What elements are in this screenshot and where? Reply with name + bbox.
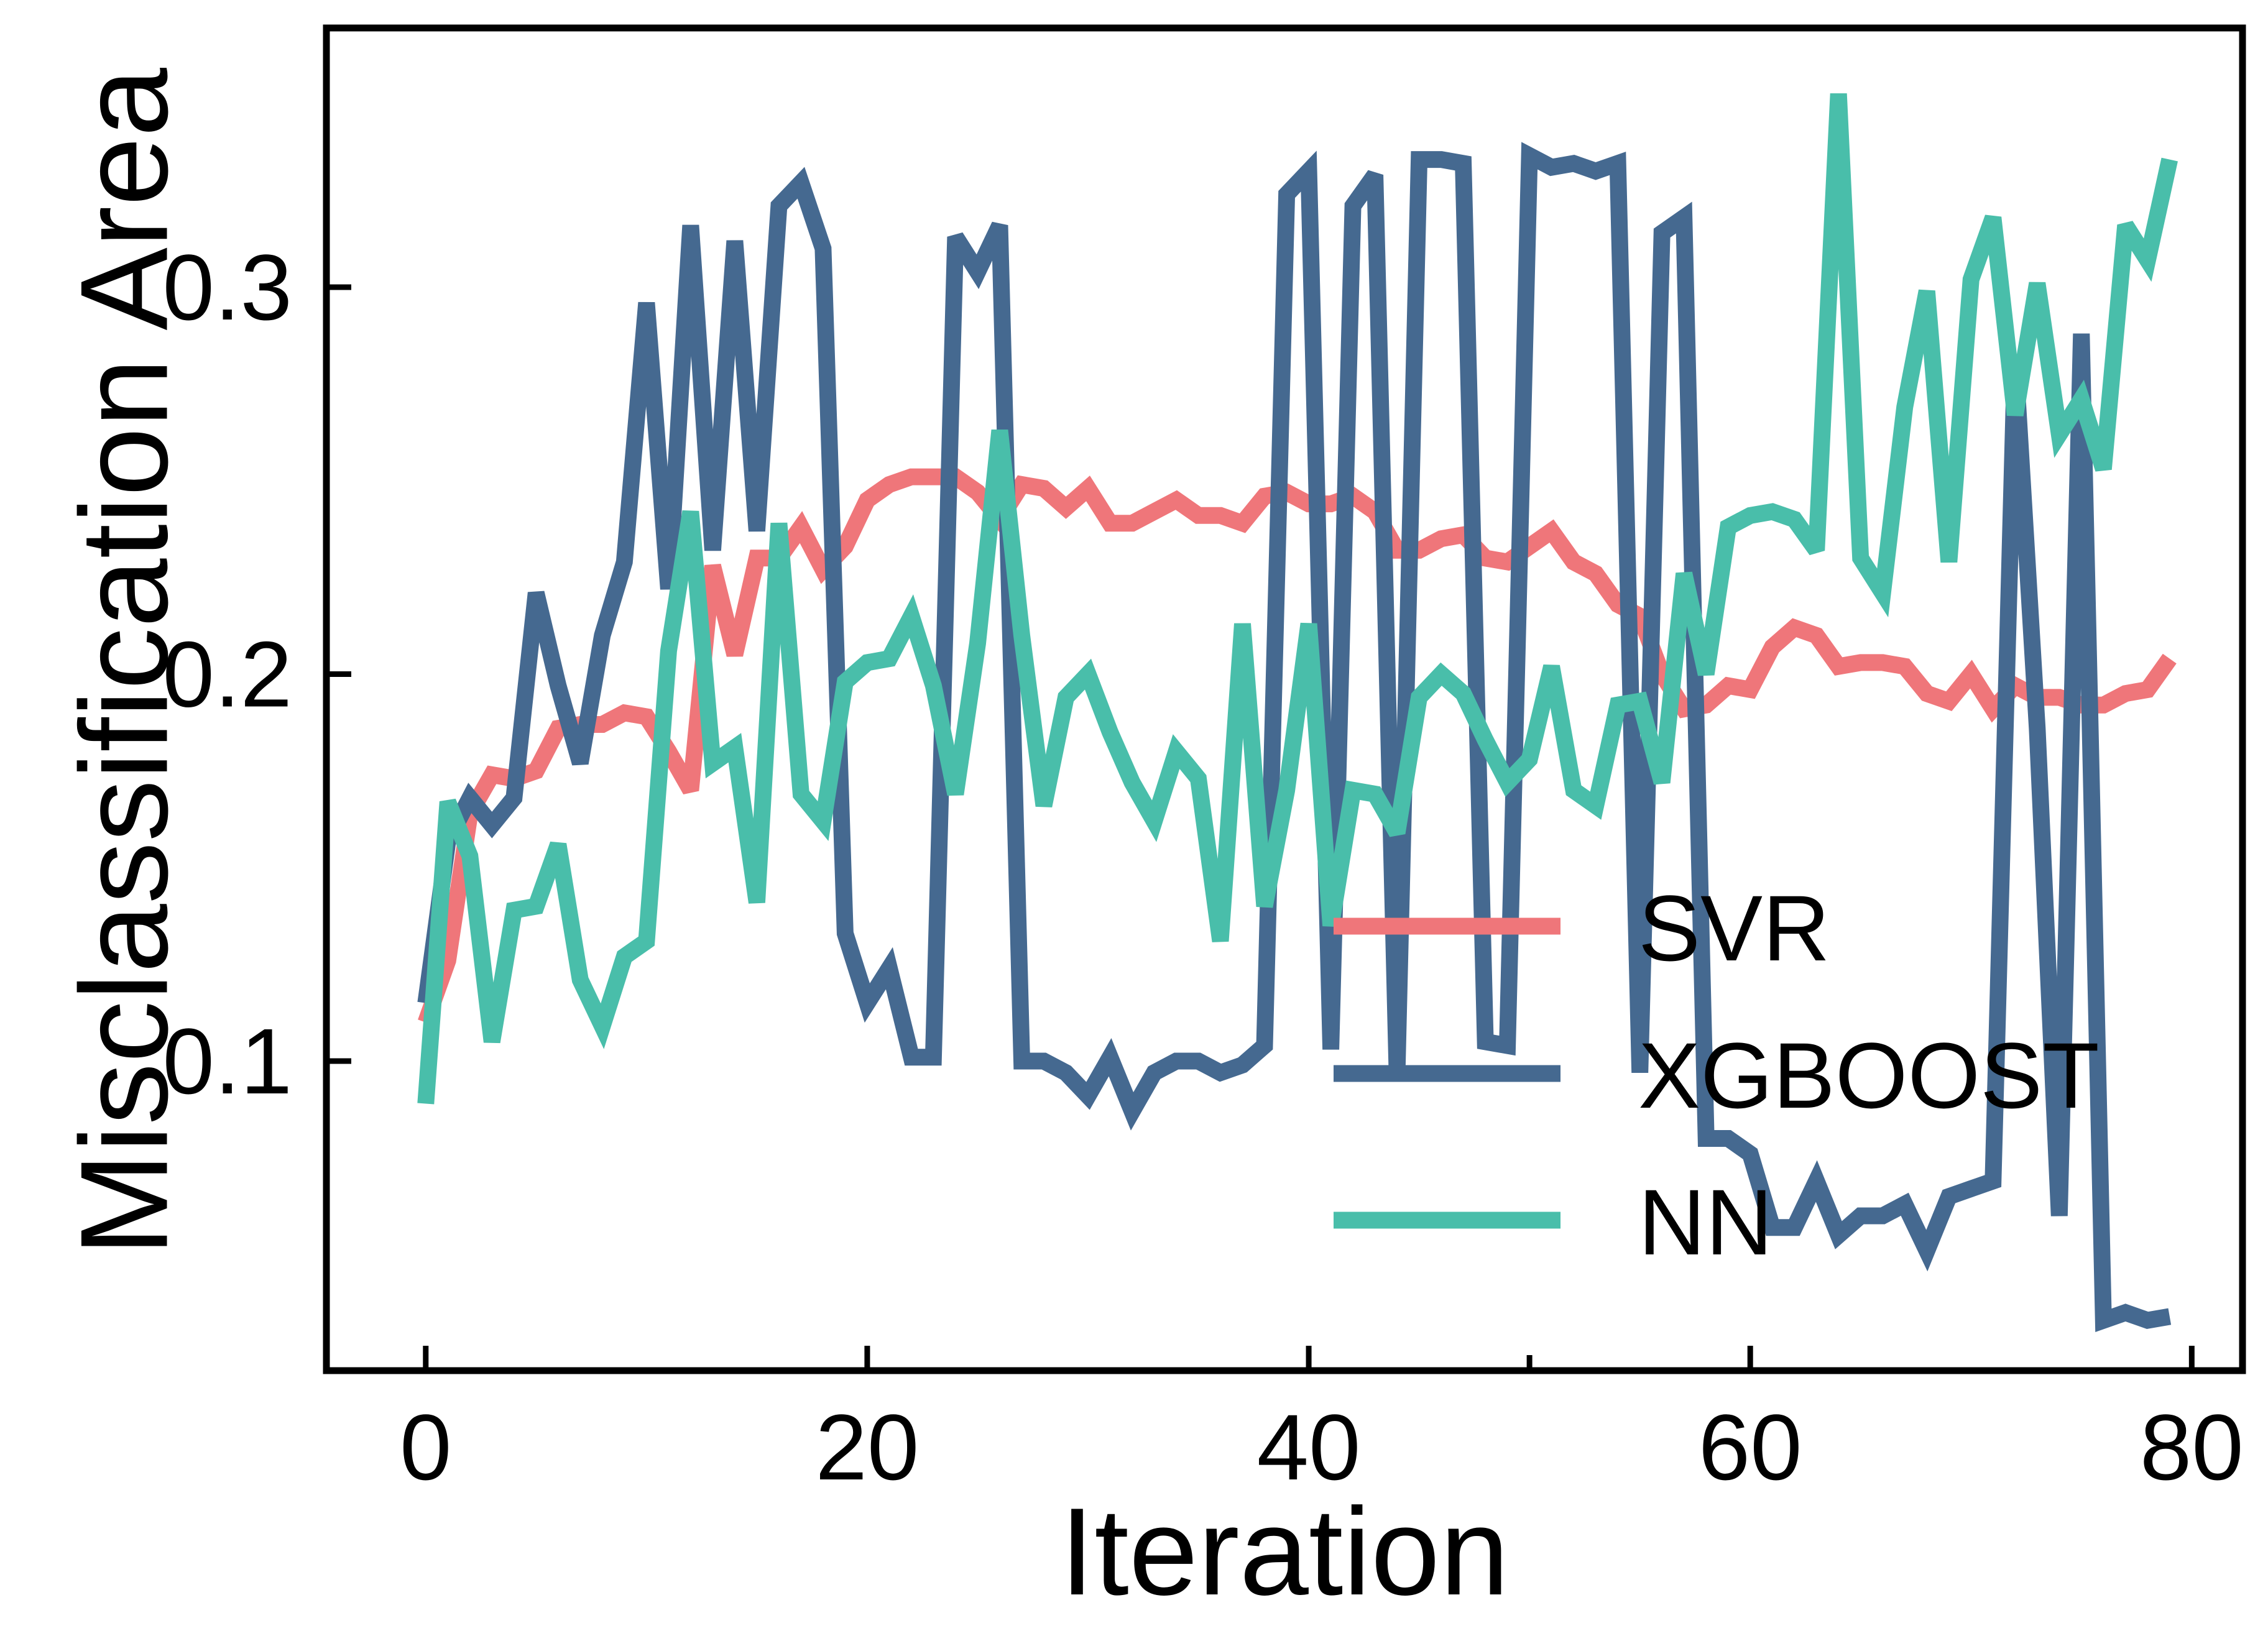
series-line-xgboost [417,142,2172,1333]
y-tick-label: 0.1 [162,1009,292,1113]
series-lines [417,93,2178,1333]
series-line-nn [417,93,2178,1105]
x-tick-label: 80 [2140,1395,2244,1499]
legend-label-xgboost: XGBOOST [1638,1023,2100,1128]
x-tick-label: 0 [400,1395,451,1499]
y-tick-label: 0.3 [162,235,292,339]
series-line-svr [418,468,2177,1026]
x-axis-title: Iteration [1060,1483,1510,1621]
y-axis-title: Misclassification Area [55,67,194,1256]
x-tick-label: 40 [1257,1395,1361,1499]
y-axis-ticks: 0.1 0.2 0.3 [162,235,351,1113]
plot-frame [323,24,2246,1374]
legend-label-nn: NN [1638,1170,1773,1274]
legend-label-svr: SVR [1638,876,1830,980]
legend: SVR XGBOOST NN [1334,876,2100,1274]
x-tick-label: 60 [1699,1395,1802,1499]
x-axis-ticks: 0 20 40 60 80 [400,1346,2244,1499]
y-tick-label: 0.2 [162,622,292,727]
x-tick-label: 20 [815,1395,919,1499]
